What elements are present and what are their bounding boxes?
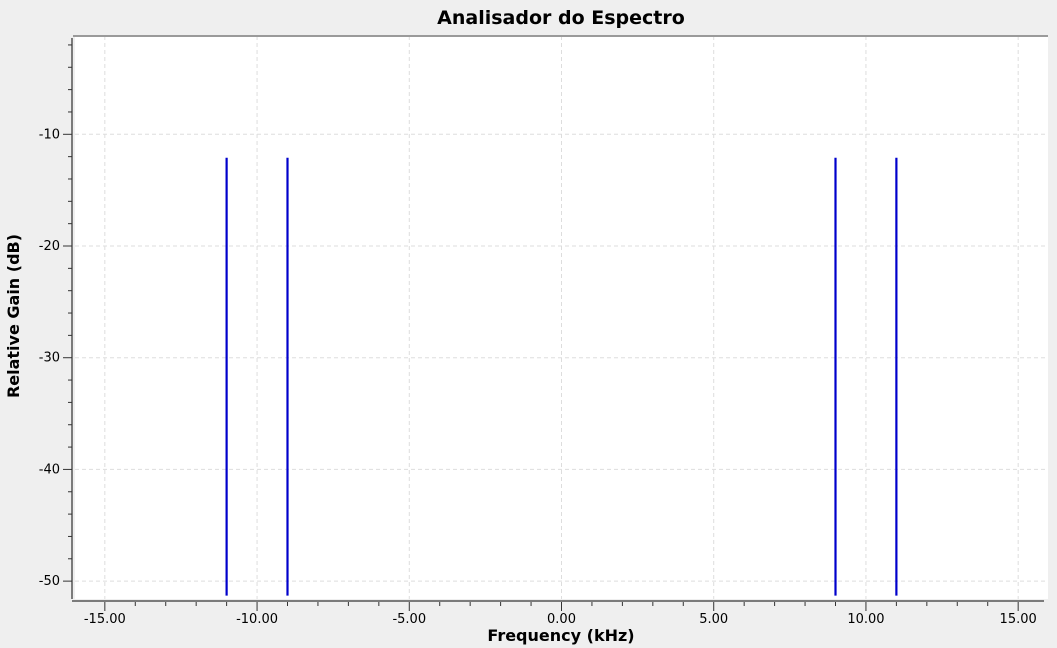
y-tick-label: -20 — [39, 239, 60, 254]
tick-marks — [63, 44, 1019, 611]
x-tick-label: -10.00 — [236, 612, 278, 627]
x-tick-label: -15.00 — [84, 612, 126, 627]
grid-lines — [75, 36, 1048, 599]
y-tick-label: -40 — [39, 462, 60, 477]
y-axis-label: Relative Gain (dB) — [4, 234, 23, 398]
x-tick-label: 5.00 — [699, 612, 728, 627]
tick-labels: -10 -20 -30 -40 -50 -15.00 -10.00 -5.00 0.00 5.00… — [39, 127, 1037, 627]
x-tick-label: 10.00 — [847, 612, 884, 627]
y-tick-label: -50 — [39, 574, 60, 589]
x-tick-label: 15.00 — [1000, 612, 1037, 627]
x-tick-label: -5.00 — [392, 612, 426, 627]
x-axis-label: Frequency (kHz) — [487, 626, 634, 645]
x-tick-label: 0.00 — [547, 612, 576, 627]
y-tick-label: -30 — [39, 351, 60, 366]
series-trace — [225, 157, 898, 596]
y-tick-label: -10 — [39, 127, 60, 142]
chart-title: Analisador do Espectro — [437, 7, 685, 29]
axes — [71, 35, 1048, 602]
